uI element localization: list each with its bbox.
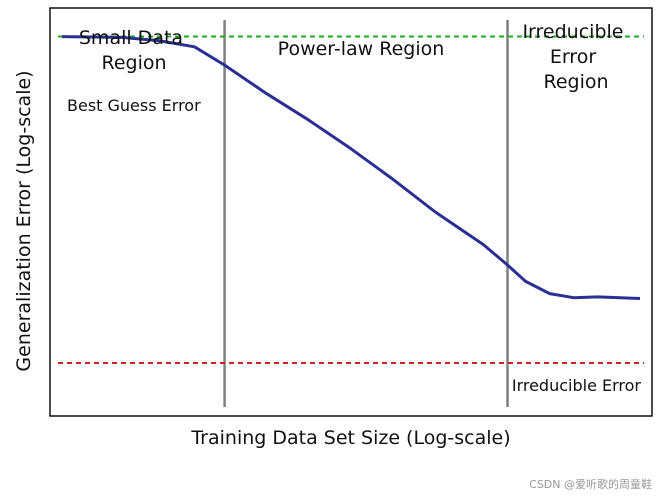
reference-lines — [58, 35, 644, 364]
watermark: CSDN @爱听歌的周童鞋 — [529, 478, 652, 491]
region-boundaries — [223, 20, 509, 407]
plot-frame — [49, 7, 653, 417]
series-line-0 — [61, 35, 641, 300]
y-axis-label: Generalization Error (Log-scale) — [13, 70, 35, 371]
best-guess-error-label: Best Guess Error — [67, 96, 201, 115]
x-axis-label: Training Data Set Size (Log-scale) — [190, 427, 510, 449]
irreducible-error-label: Irreducible Error — [512, 376, 642, 395]
region-label-small-data: Small Data Region — [79, 27, 189, 74]
series-group — [61, 35, 641, 300]
region-label-irreducible: Irreducible Error Region — [522, 21, 629, 93]
region-label-power-law: Power-law Region — [278, 38, 445, 60]
